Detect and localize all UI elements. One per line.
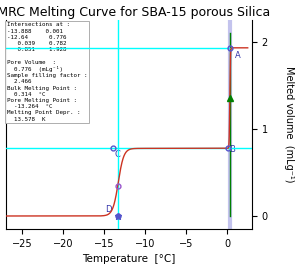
Text: A: A (236, 51, 241, 60)
Text: B: B (229, 145, 235, 154)
Text: D: D (105, 205, 112, 214)
X-axis label: Temperature  [°C]: Temperature [°C] (82, 254, 176, 264)
Title: NMRC Melting Curve for SBA-15 porous Silica: NMRC Melting Curve for SBA-15 porous Sil… (0, 6, 270, 19)
Text: C: C (115, 150, 121, 159)
Text: Intersections at :
-13.888    0.001
-12.64      0.776
   0.039    0.782
   0.851: Intersections at : -13.888 0.001 -12.64 … (7, 22, 88, 122)
Y-axis label: Melted volume  (mLg⁻¹): Melted volume (mLg⁻¹) (284, 66, 294, 183)
